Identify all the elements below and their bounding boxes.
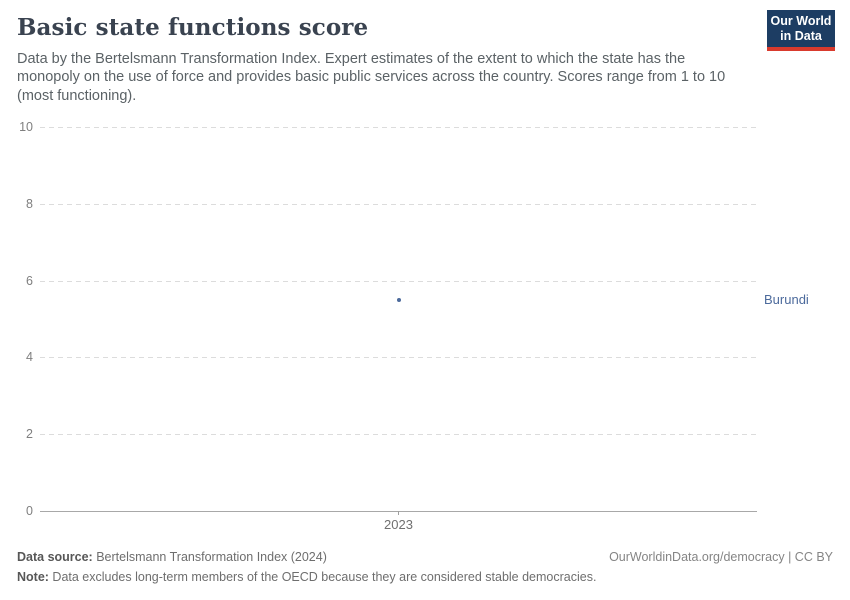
y-axis-tick-label-6: 6 (26, 273, 33, 288)
gridline-y-2 (40, 434, 757, 436)
y-axis-tick-label-10: 10 (19, 120, 33, 134)
data-point-burundi[interactable] (396, 297, 401, 302)
gridline-y-6 (40, 280, 757, 282)
chart-subtitle: Data by the Bertelsmann Transformation I… (17, 50, 726, 105)
owid-logo-line1: Our World (770, 14, 832, 29)
plot-area (40, 127, 757, 512)
footer-note: Note: Data excludes long-term members of… (17, 568, 833, 587)
footer-source-label: Data source: (17, 550, 93, 564)
gridline-y-4 (40, 357, 757, 359)
owid-logo[interactable]: Our World in Data (767, 10, 835, 51)
gridline-y-8 (40, 203, 757, 205)
page-title: Basic state functions score (17, 14, 369, 41)
y-axis-tick-label-8: 8 (26, 196, 33, 211)
footer-source-text: Bertelsmann Transformation Index (2024) (92, 550, 327, 564)
footer-note-text: Data excludes long-term members of the O… (48, 570, 597, 585)
y-axis-tick-label-2: 2 (26, 427, 33, 442)
chart-area: 0 2 4 6 8 10 2023 Burundi (0, 115, 850, 540)
x-axis-tick-label-2023: 2023 (384, 517, 413, 532)
chart-footer: Data source: Bertelsmann Transformation … (17, 548, 833, 588)
owid-logo-line2: in Data (780, 28, 822, 43)
footer-note-label: Note: (17, 570, 49, 585)
entity-label-burundi[interactable]: Burundi (764, 292, 809, 308)
chart-header: Basic state functions score Data by the … (17, 14, 740, 106)
footer-source: Data source: Bertelsmann Transformation … (17, 548, 327, 567)
x-axis-tick-2023 (398, 511, 399, 515)
footer-rights-link[interactable]: OurWorldinData.org/democracy | CC BY (609, 550, 833, 564)
footer-source-row: Data source: Bertelsmann Transformation … (17, 548, 833, 567)
y-axis-tick-label-0: 0 (26, 504, 33, 518)
gridline-y-10 (40, 127, 757, 128)
y-axis-tick-label-4: 4 (26, 350, 33, 365)
